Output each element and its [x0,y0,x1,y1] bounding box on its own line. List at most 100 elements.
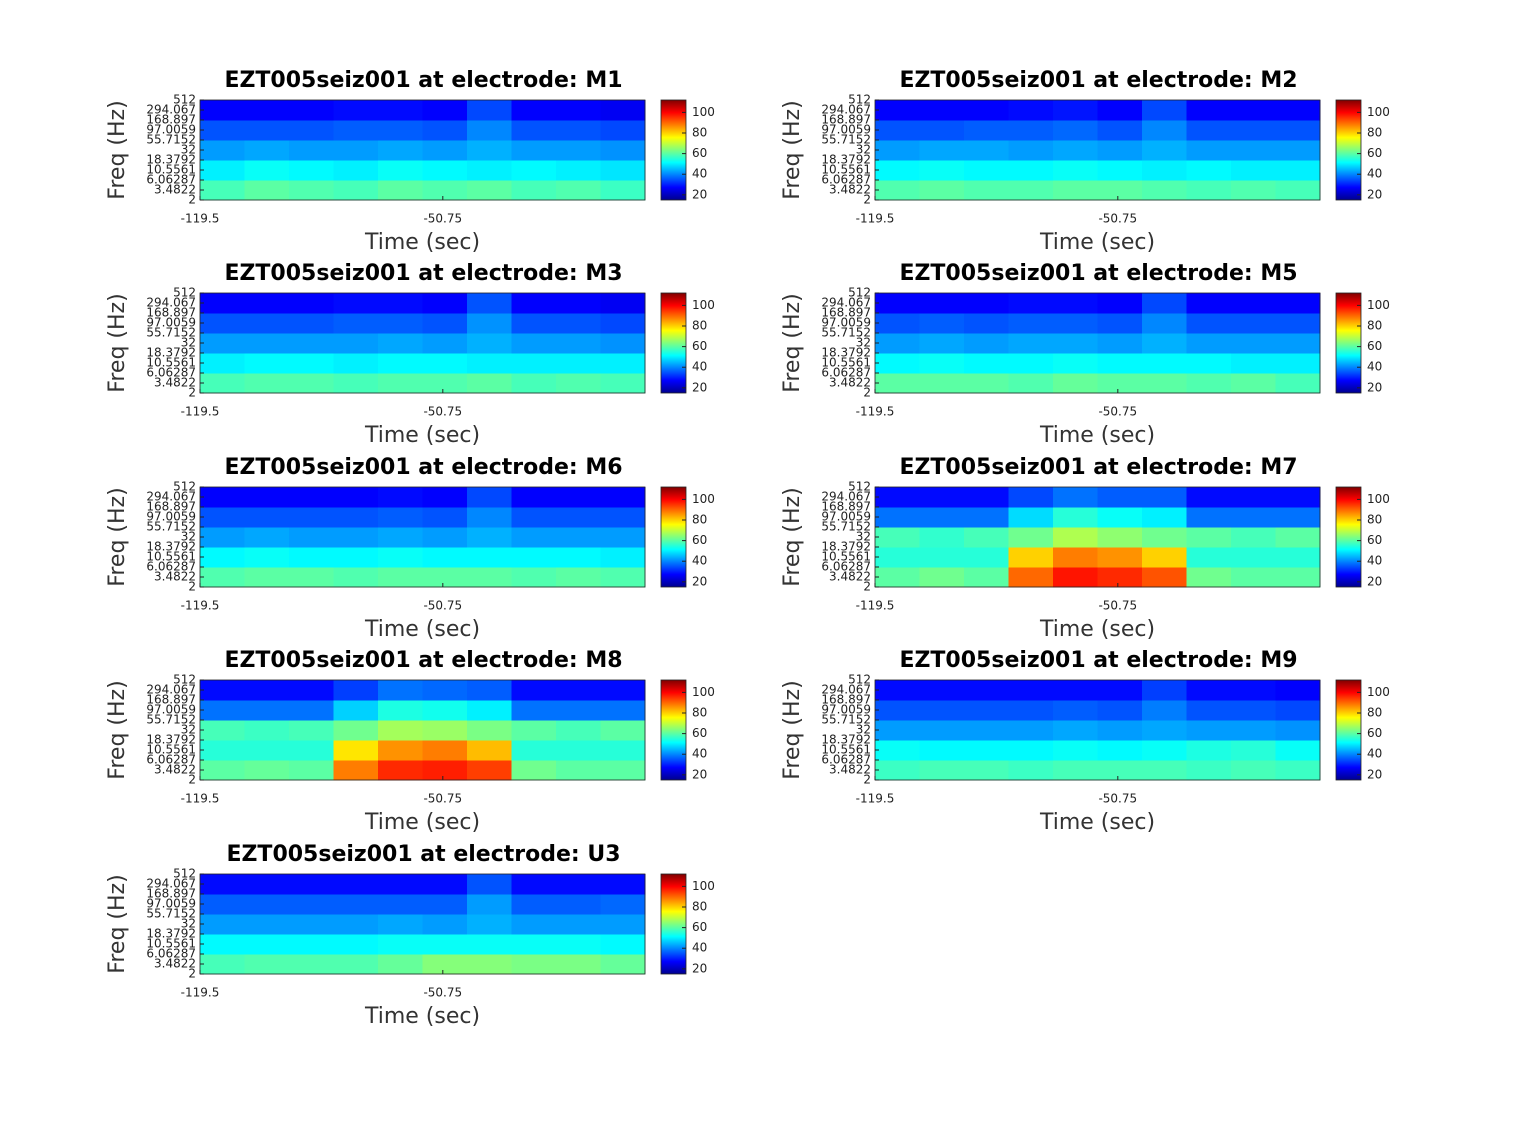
colorbar-tick-label: 40 [692,554,707,568]
panel: 23.48226.0628710.556118.37923255.715297.… [105,842,715,1029]
heatmap-cell [919,140,965,161]
heatmap-cell [422,700,468,721]
heatmap-cell [244,547,290,568]
heatmap-cell [1142,567,1187,588]
colorbar [1335,486,1362,588]
colorbar-tick-label: 40 [692,167,707,181]
heatmap-cell [556,760,601,781]
heatmap-cell [1097,487,1143,508]
y-tick-label: 294.067 [146,490,196,504]
heatmap-cell [200,760,245,781]
chart-title: EZT005seiz001 at electrode: M9 [899,648,1297,673]
heatmap-cell [378,700,423,721]
x-tick-label: -119.5 [856,599,895,613]
heatmap-cell [467,373,512,394]
x-axis-label: Time (sec) [1039,617,1155,642]
heatmap-cell [919,507,965,528]
y-axis-label: Freq (Hz) [105,293,130,392]
heatmap-cell [1231,740,1276,761]
y-tick-label: 6.06287 [146,753,196,767]
heatmap-cell [333,954,379,975]
heatmap-cell [600,954,646,975]
y-tick-label: 55.7152 [821,133,871,147]
heatmap-cell [289,100,334,121]
heatmap-cell [422,100,468,121]
heatmap-cell [378,507,423,528]
heatmap-cell [919,159,965,181]
colorbar-tick-label: 40 [692,360,707,374]
colorbar [1335,99,1362,201]
heatmap-cell [1142,352,1187,374]
heatmap-cell [1097,352,1143,374]
y-tick-label: 294.067 [146,877,196,891]
heatmap-cell [600,527,646,548]
heatmap-cell [1053,293,1098,314]
y-tick-label: 32 [856,336,871,350]
heatmap-cell [289,894,334,915]
panel: 23.48226.0628710.556118.37923255.715297.… [105,68,715,255]
y-tick-label: 18.3792 [821,540,871,554]
heatmap-cell [333,373,379,394]
heatmap-cell [1186,140,1232,161]
heatmap-cell [378,567,423,588]
y-tick-label: 10.5561 [146,162,196,176]
heatmap-cell [467,740,512,761]
heatmap-cell [333,567,379,588]
heatmap-cell [378,954,423,975]
heatmap-cell [556,700,601,721]
heatmap-cell [1053,567,1098,588]
heatmap-cell [1186,527,1232,548]
y-axis-label: Freq (Hz) [780,293,805,392]
heatmap-cell [378,373,423,394]
colorbar-tick-label: 60 [692,920,707,934]
heatmap-cell [1097,740,1143,761]
heatmap-cell [200,140,245,161]
heatmap-cell [200,720,245,741]
heatmap-cell [1186,293,1232,314]
heatmap-cell [378,740,423,761]
heatmap-cell [964,760,1009,781]
heatmap-cell [244,874,290,895]
heatmap-cell [333,179,379,201]
heatmap-cell [244,373,290,394]
heatmap-cell [1008,720,1054,741]
y-tick-label: 55.7152 [821,713,871,727]
y-tick-label: 512 [848,673,871,687]
heatmap-cell [244,720,290,741]
heatmap-cell [467,140,512,161]
heatmap-cell [1053,527,1098,548]
y-tick-label: 55.7152 [146,520,196,534]
heatmap-cell [200,954,245,975]
y-tick-label: 512 [848,286,871,300]
heatmap-cell [511,874,557,895]
heatmap-cell [378,179,423,201]
heatmap-cell [244,567,290,588]
heatmap-cell [511,527,557,548]
y-tick-label: 3.4822 [154,183,196,197]
heatmap-cell [333,507,379,528]
x-tick-label: -50.75 [423,212,462,226]
x-tick-label: -50.75 [423,405,462,419]
heatmap-cell [919,547,965,568]
colorbar-tick-label: 20 [1367,187,1382,201]
heatmap-cell [511,700,557,721]
heatmap-cell [1186,352,1232,374]
heatmap-cell [289,333,334,354]
panel: 23.48226.0628710.556118.37923255.715297.… [105,455,715,642]
heatmap-cell [919,333,965,354]
heatmap-cell [1142,159,1187,181]
heatmap-cell [244,333,290,354]
heatmap-cell [289,874,334,895]
heatmap-cell [1053,760,1098,781]
y-tick-label: 6.06287 [821,560,871,574]
y-tick-label: 6.06287 [146,172,196,186]
heatmap-cell [875,700,920,721]
heatmap-cell [378,140,423,161]
y-tick-label: 168.897 [146,500,196,514]
heatmap-cell [422,120,468,141]
y-tick-label: 168.897 [146,887,196,901]
x-axis-label: Time (sec) [364,1004,480,1029]
heatmap-cell [289,740,334,761]
heatmap-cell [200,120,245,141]
heatmap-cell [1053,373,1098,394]
